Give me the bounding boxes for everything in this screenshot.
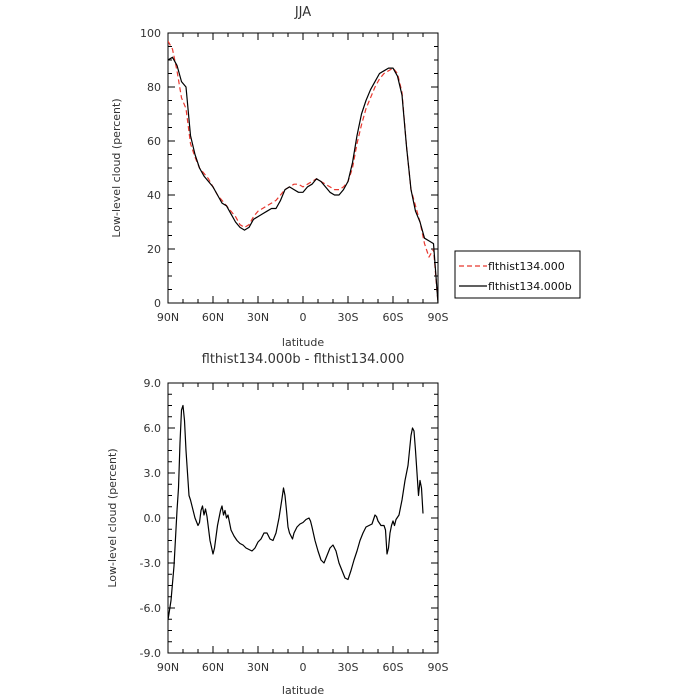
y-tick-label: 60 — [147, 135, 161, 148]
series-line-flthist134-000 — [168, 40, 438, 303]
top-chart-series-group — [168, 40, 438, 303]
x-tick-label: 0 — [300, 661, 307, 674]
top-chart-x-axis: 90N 60N 30N 0 30S 60S 90S — [157, 33, 449, 324]
bottom-chart-title: flthist134.000b - flthist134.000 — [202, 352, 405, 367]
bottom-chart: flthist134.000b - flthist134.000 90N 60N 3… — [106, 352, 449, 697]
bottom-chart-series-group — [168, 404, 424, 621]
x-tick-label: 60S — [383, 661, 404, 674]
top-chart-x-axis-label: latitude — [282, 336, 324, 349]
top-chart-legend: flthist134.000 flthist134.000b — [454, 250, 581, 299]
top-chart: JJA 90N 60N 30N 0 30S 60S 90S 0 20 40 60 80 100 lat… — [110, 5, 581, 349]
top-chart-title: JJA — [294, 5, 311, 20]
y-tick-label: 0.0 — [144, 512, 162, 525]
top-chart-plot-frame — [167, 32, 439, 304]
x-tick-label: 60S — [383, 311, 404, 324]
y-tick-label: -9.0 — [140, 647, 161, 660]
y-tick-label: 0 — [154, 297, 161, 310]
y-tick-label: 3.0 — [144, 467, 162, 480]
series-line-chart1-0 — [168, 404, 424, 621]
x-tick-label: 60N — [202, 661, 224, 674]
x-tick-label: 30S — [338, 661, 359, 674]
x-tick-label: 60N — [202, 311, 224, 324]
y-tick-label: 80 — [147, 81, 161, 94]
y-tick-label: 40 — [147, 189, 161, 202]
x-tick-label: 30S — [338, 311, 359, 324]
x-tick-label: 30N — [247, 661, 269, 674]
legend-label-flthist134-000b: flthist134.000b — [488, 280, 572, 293]
y-tick-label: -6.0 — [140, 602, 161, 615]
y-tick-label: 20 — [147, 243, 161, 256]
x-tick-label: 0 — [300, 311, 307, 324]
y-tick-label: 6.0 — [144, 422, 162, 435]
bottom-chart-x-axis: 90N 60N 30N 0 30S 60S 90S — [157, 383, 449, 674]
bottom-chart-x-axis-label: latitude — [282, 684, 324, 697]
x-tick-label: 30N — [247, 311, 269, 324]
legend-label-flthist134-000: flthist134.000 — [488, 260, 565, 273]
bottom-chart-y-axis: -9.0 -6.0 -3.0 0.0 3.0 6.0 9.0 — [140, 377, 438, 660]
legend-box — [454, 250, 581, 299]
y-tick-label: -3.0 — [140, 557, 161, 570]
bottom-chart-y-axis-label: Low-level cloud (percent) — [106, 448, 119, 587]
top-chart-y-axis: 0 20 40 60 80 100 — [140, 27, 438, 310]
x-tick-label: 90S — [428, 311, 449, 324]
x-tick-label: 90S — [428, 661, 449, 674]
top-chart-y-axis-label: Low-level cloud (percent) — [110, 98, 123, 237]
y-tick-label: 100 — [140, 27, 161, 40]
x-tick-label: 90N — [157, 661, 179, 674]
x-tick-label: 90N — [157, 311, 179, 324]
series-line-flthist134-000b — [168, 56, 438, 303]
y-tick-label: 9.0 — [144, 377, 162, 390]
